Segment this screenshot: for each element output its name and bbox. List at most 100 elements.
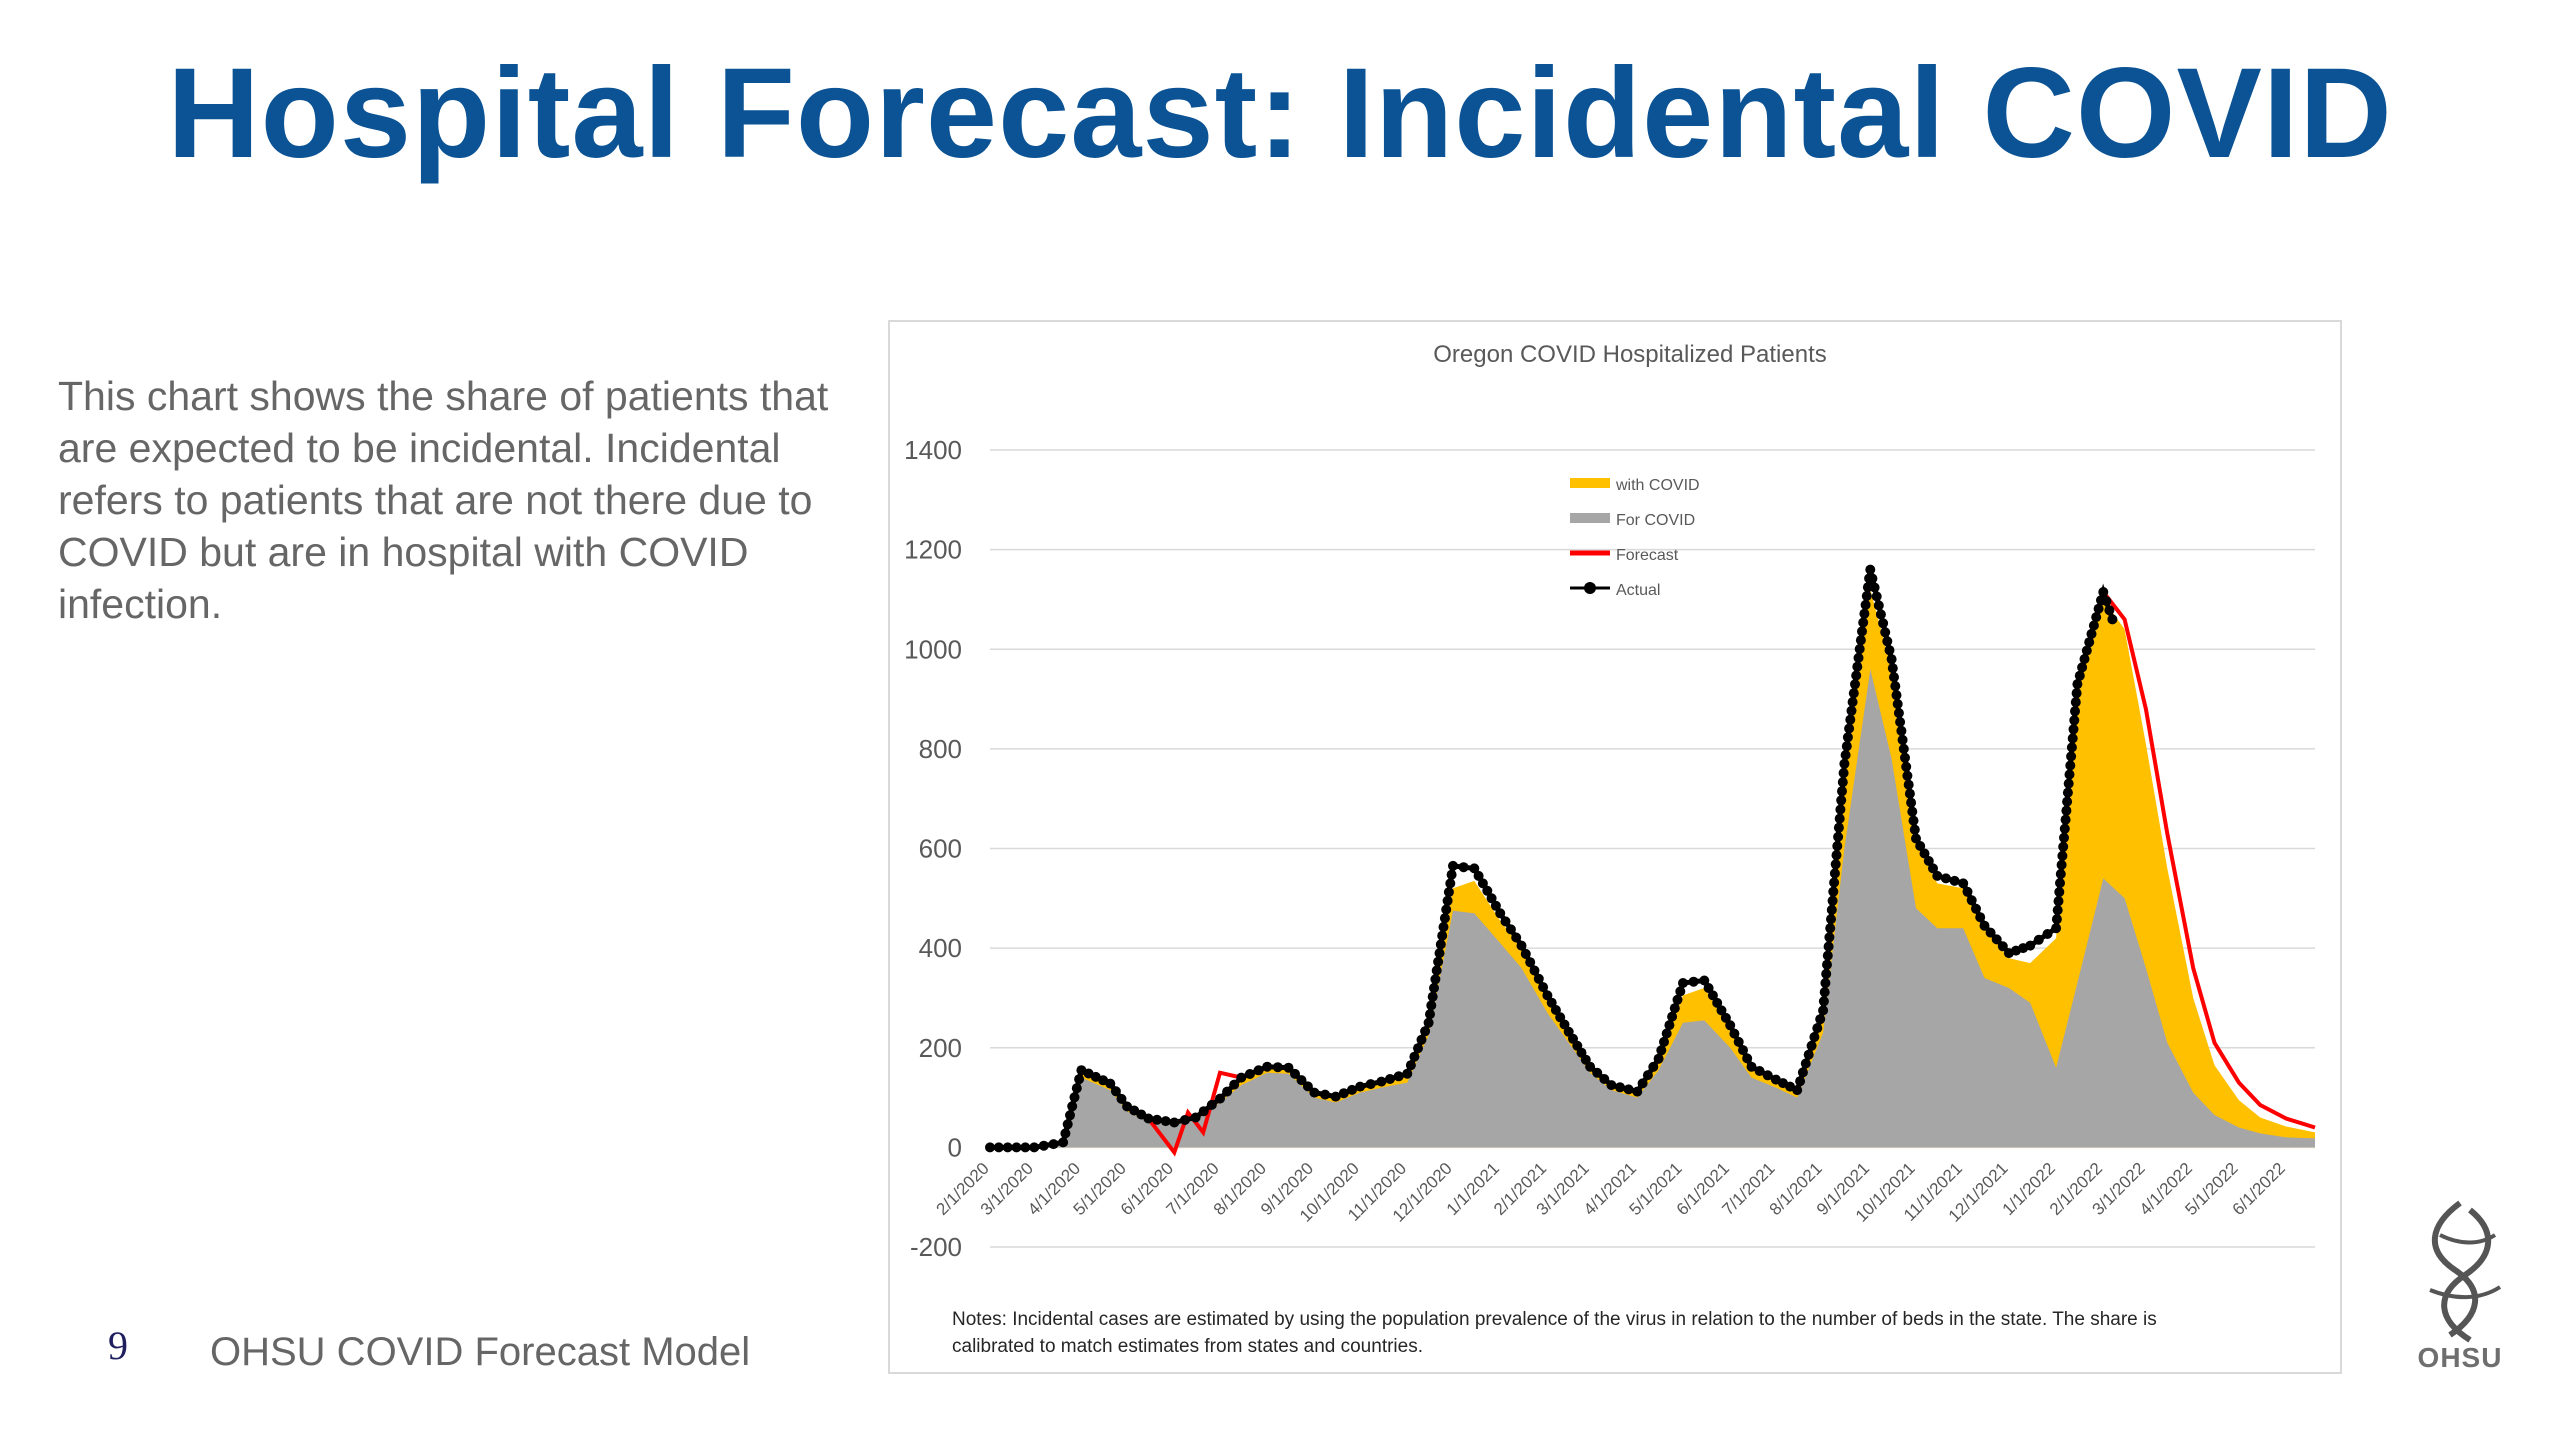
- actual-marker: [1966, 895, 1977, 906]
- actual-marker: [2091, 612, 2102, 623]
- actual-marker: [1822, 959, 1832, 970]
- actual-marker: [1827, 895, 1838, 906]
- actual-marker: [1290, 1068, 1300, 1079]
- actual-marker: [1262, 1061, 1273, 1072]
- actual-marker: [1824, 932, 1835, 943]
- actual-marker: [1446, 869, 1457, 880]
- actual-marker: [1376, 1076, 1387, 1087]
- actual-marker: [1903, 779, 1914, 790]
- actual-marker: [1893, 708, 1904, 718]
- actual-marker: [1385, 1074, 1395, 1084]
- actual-marker: [1826, 914, 1836, 925]
- actual-marker: [1795, 1076, 1806, 1087]
- actual-marker: [1669, 1003, 1680, 1014]
- actual-marker: [1648, 1061, 1659, 1072]
- ohsu-logo-icon: [2429, 1200, 2502, 1343]
- actual-marker: [2062, 787, 2073, 798]
- actual-marker: [1716, 1005, 1727, 1016]
- actual-marker: [1637, 1078, 1648, 1089]
- chart-notes-line-1: Notes: Incidental cases are estimated by…: [952, 1309, 2157, 1330]
- actual-marker: [1979, 920, 1990, 931]
- actual-marker: [1038, 1140, 1049, 1151]
- actual-marker: [1435, 939, 1446, 950]
- actual-marker: [1909, 824, 1920, 835]
- actual-marker: [1546, 997, 1557, 1008]
- actual-marker: [1520, 948, 1531, 959]
- x-tick-label: 6/1/2022: [2229, 1159, 2289, 1219]
- actual-marker: [1672, 994, 1683, 1005]
- actual-marker: [1659, 1036, 1669, 1047]
- actual-marker: [1445, 878, 1456, 889]
- actual-marker: [1949, 875, 1960, 886]
- actual-marker: [2088, 620, 2099, 631]
- actual-marker: [2057, 850, 2068, 861]
- actual-marker: [1069, 1092, 1080, 1103]
- actual-marker: [1932, 870, 1943, 881]
- actual-marker: [1029, 1142, 1040, 1153]
- actual-marker: [1940, 873, 1951, 884]
- actual-marker: [1900, 752, 1910, 763]
- actual-marker: [1850, 679, 1860, 690]
- actual-marker: [1309, 1087, 1320, 1098]
- legend-label: Forecast: [1616, 547, 1679, 564]
- actual-marker: [1797, 1067, 1808, 1078]
- actual-marker: [985, 1142, 995, 1153]
- actual-marker: [1347, 1084, 1357, 1095]
- actual-marker: [1853, 652, 1864, 663]
- actual-marker: [1818, 1005, 1829, 1016]
- actual-marker: [1283, 1062, 1294, 1073]
- actual-marker: [2052, 905, 2063, 916]
- actual-marker: [1895, 717, 1906, 727]
- actual-marker: [1426, 1000, 1437, 1011]
- actual-marker: [1818, 996, 1829, 1007]
- actual-marker: [1991, 934, 2002, 945]
- y-tick-label: 400: [919, 933, 962, 963]
- chart-svg: Oregon COVID Hospitalized Patients -200 0 2…: [904, 341, 2316, 1357]
- actual-marker: [1738, 1045, 1748, 1056]
- actual-marker: [1754, 1066, 1765, 1076]
- actual-marker: [1365, 1079, 1376, 1090]
- actual-marker: [2033, 934, 2044, 945]
- actual-marker: [1430, 974, 1441, 985]
- legend-swatch: [1570, 513, 1610, 523]
- actual-marker: [1806, 1040, 1817, 1051]
- actual-marker: [1437, 930, 1448, 941]
- actual-marker: [1832, 841, 1843, 851]
- y-tick-label: 200: [919, 1033, 962, 1063]
- actual-marker: [2070, 697, 2081, 708]
- actual-marker: [1891, 690, 1902, 701]
- actual-marker: [1703, 983, 1714, 993]
- actual-marker: [1320, 1089, 1331, 1100]
- actual-marker: [2071, 688, 2082, 699]
- actual-marker: [2025, 940, 2036, 951]
- actual-marker: [1812, 1023, 1823, 1034]
- actual-marker: [1667, 1011, 1678, 1022]
- actual-marker: [1190, 1112, 1201, 1123]
- actual-marker: [1842, 732, 1853, 743]
- actual-marker: [1443, 887, 1454, 898]
- actual-marker: [1907, 806, 1918, 817]
- actual-marker: [1529, 965, 1540, 976]
- actual-marker: [1615, 1082, 1625, 1093]
- actual-marker: [1829, 868, 1840, 879]
- actual-marker: [1434, 948, 1445, 959]
- actual-marker: [1836, 795, 1847, 806]
- legend-label: Actual: [1616, 582, 1660, 599]
- actual-marker: [1742, 1053, 1753, 1064]
- actual-marker: [1495, 908, 1506, 919]
- actual-marker: [1675, 986, 1686, 997]
- actual-marker: [1823, 941, 1834, 952]
- actual-marker: [2086, 628, 2097, 639]
- series-for-covid-area: [990, 669, 2315, 1148]
- actual-marker: [1958, 878, 1969, 889]
- actual-marker: [1065, 1110, 1075, 1121]
- actual-marker: [1198, 1106, 1209, 1117]
- logo-label: OHSU: [2417, 1342, 2503, 1373]
- actual-marker: [1896, 725, 1907, 736]
- actual-marker: [1880, 627, 1891, 638]
- actual-marker: [1500, 916, 1511, 927]
- actual-marker: [1458, 862, 1469, 873]
- actual-marker: [1840, 750, 1851, 760]
- y-tick-label: 1400: [904, 435, 962, 465]
- actual-marker: [1505, 924, 1516, 935]
